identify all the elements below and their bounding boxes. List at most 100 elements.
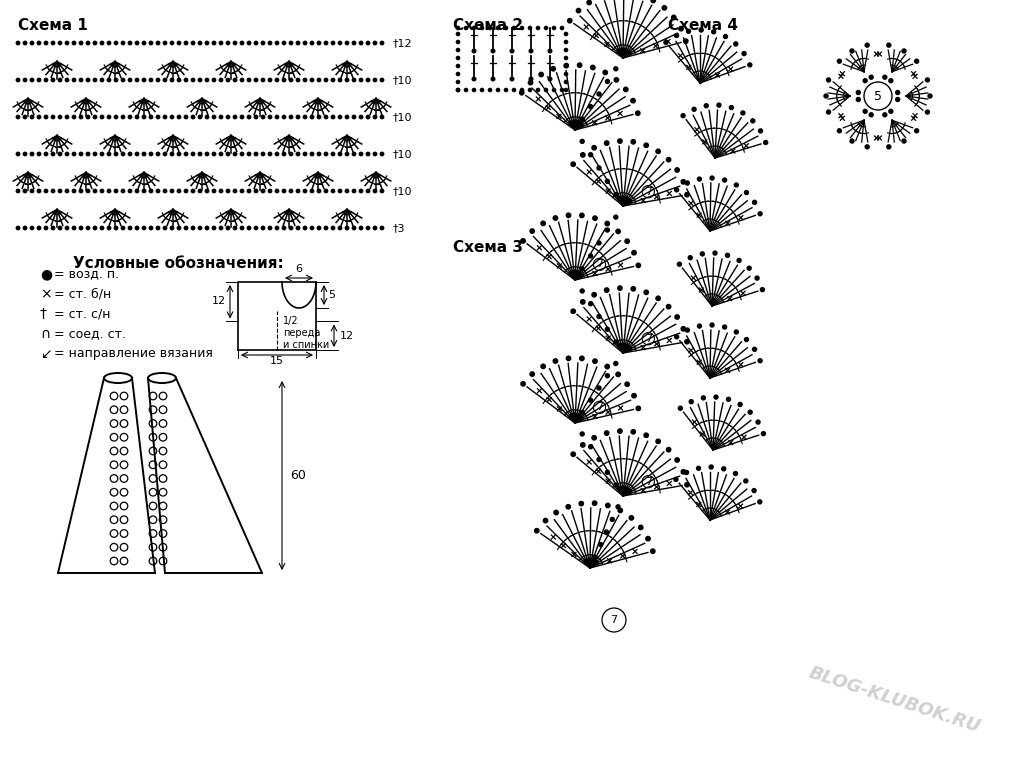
Circle shape <box>290 227 293 230</box>
Circle shape <box>639 525 643 530</box>
Circle shape <box>752 488 756 492</box>
Circle shape <box>37 41 41 45</box>
Circle shape <box>359 115 362 119</box>
Circle shape <box>79 41 83 45</box>
Circle shape <box>261 189 264 193</box>
Circle shape <box>510 78 514 81</box>
Circle shape <box>170 41 174 45</box>
Circle shape <box>184 41 187 45</box>
Circle shape <box>577 121 580 124</box>
Circle shape <box>37 152 41 156</box>
Circle shape <box>758 212 762 216</box>
Circle shape <box>572 120 577 124</box>
Circle shape <box>310 115 313 119</box>
Circle shape <box>51 189 54 193</box>
Circle shape <box>613 340 617 344</box>
Circle shape <box>457 88 460 91</box>
Circle shape <box>569 414 573 418</box>
Circle shape <box>656 296 660 300</box>
Circle shape <box>863 109 867 114</box>
Circle shape <box>121 78 125 81</box>
Circle shape <box>902 139 906 143</box>
Circle shape <box>625 239 630 243</box>
Text: 7: 7 <box>610 615 617 625</box>
Circle shape <box>310 78 313 81</box>
Circle shape <box>100 227 103 230</box>
Circle shape <box>248 189 251 193</box>
Circle shape <box>226 227 229 230</box>
Circle shape <box>31 41 34 45</box>
Circle shape <box>51 41 54 45</box>
Circle shape <box>317 189 321 193</box>
Circle shape <box>254 189 258 193</box>
Circle shape <box>675 34 679 38</box>
Circle shape <box>865 145 869 149</box>
Circle shape <box>233 115 237 119</box>
Circle shape <box>142 227 145 230</box>
Circle shape <box>163 41 167 45</box>
Circle shape <box>219 115 222 119</box>
Circle shape <box>577 8 581 13</box>
Circle shape <box>31 78 34 81</box>
Circle shape <box>733 472 737 475</box>
Circle shape <box>254 152 258 156</box>
Circle shape <box>457 56 460 60</box>
Circle shape <box>753 200 757 204</box>
Circle shape <box>681 470 685 474</box>
Circle shape <box>233 41 237 45</box>
Circle shape <box>338 152 342 156</box>
Circle shape <box>135 78 138 81</box>
Circle shape <box>613 362 617 366</box>
Circle shape <box>170 152 174 156</box>
Circle shape <box>44 78 48 81</box>
Circle shape <box>610 518 614 521</box>
Circle shape <box>604 431 609 435</box>
Circle shape <box>128 41 132 45</box>
Circle shape <box>614 78 618 82</box>
Circle shape <box>86 227 90 230</box>
Circle shape <box>865 43 869 47</box>
Circle shape <box>710 465 713 469</box>
Circle shape <box>457 32 460 35</box>
Text: ∩: ∩ <box>40 327 50 341</box>
Circle shape <box>580 356 584 360</box>
Circle shape <box>150 152 153 156</box>
Circle shape <box>896 98 900 101</box>
Circle shape <box>579 123 583 127</box>
Circle shape <box>163 78 167 81</box>
Circle shape <box>332 115 335 119</box>
Circle shape <box>605 374 609 378</box>
Circle shape <box>539 72 544 77</box>
Circle shape <box>226 189 229 193</box>
Circle shape <box>184 115 187 119</box>
Circle shape <box>212 227 216 230</box>
Circle shape <box>700 252 705 256</box>
Circle shape <box>79 152 83 156</box>
Text: 7: 7 <box>645 187 652 197</box>
Circle shape <box>121 227 125 230</box>
Circle shape <box>530 229 535 233</box>
Circle shape <box>457 26 460 30</box>
Circle shape <box>615 229 621 233</box>
Circle shape <box>296 78 300 81</box>
Circle shape <box>567 18 572 23</box>
Circle shape <box>317 115 321 119</box>
Circle shape <box>529 78 532 81</box>
Circle shape <box>592 293 596 297</box>
Circle shape <box>199 227 202 230</box>
Circle shape <box>199 115 202 119</box>
Circle shape <box>625 487 629 491</box>
Circle shape <box>748 266 752 270</box>
Circle shape <box>689 399 693 404</box>
Circle shape <box>636 263 641 267</box>
Circle shape <box>86 189 90 193</box>
Circle shape <box>51 78 54 81</box>
Circle shape <box>100 115 103 119</box>
Circle shape <box>86 78 90 81</box>
Circle shape <box>338 227 342 230</box>
Circle shape <box>135 41 138 45</box>
Circle shape <box>597 458 601 462</box>
Circle shape <box>248 78 251 81</box>
Circle shape <box>896 91 900 94</box>
Circle shape <box>488 26 492 30</box>
